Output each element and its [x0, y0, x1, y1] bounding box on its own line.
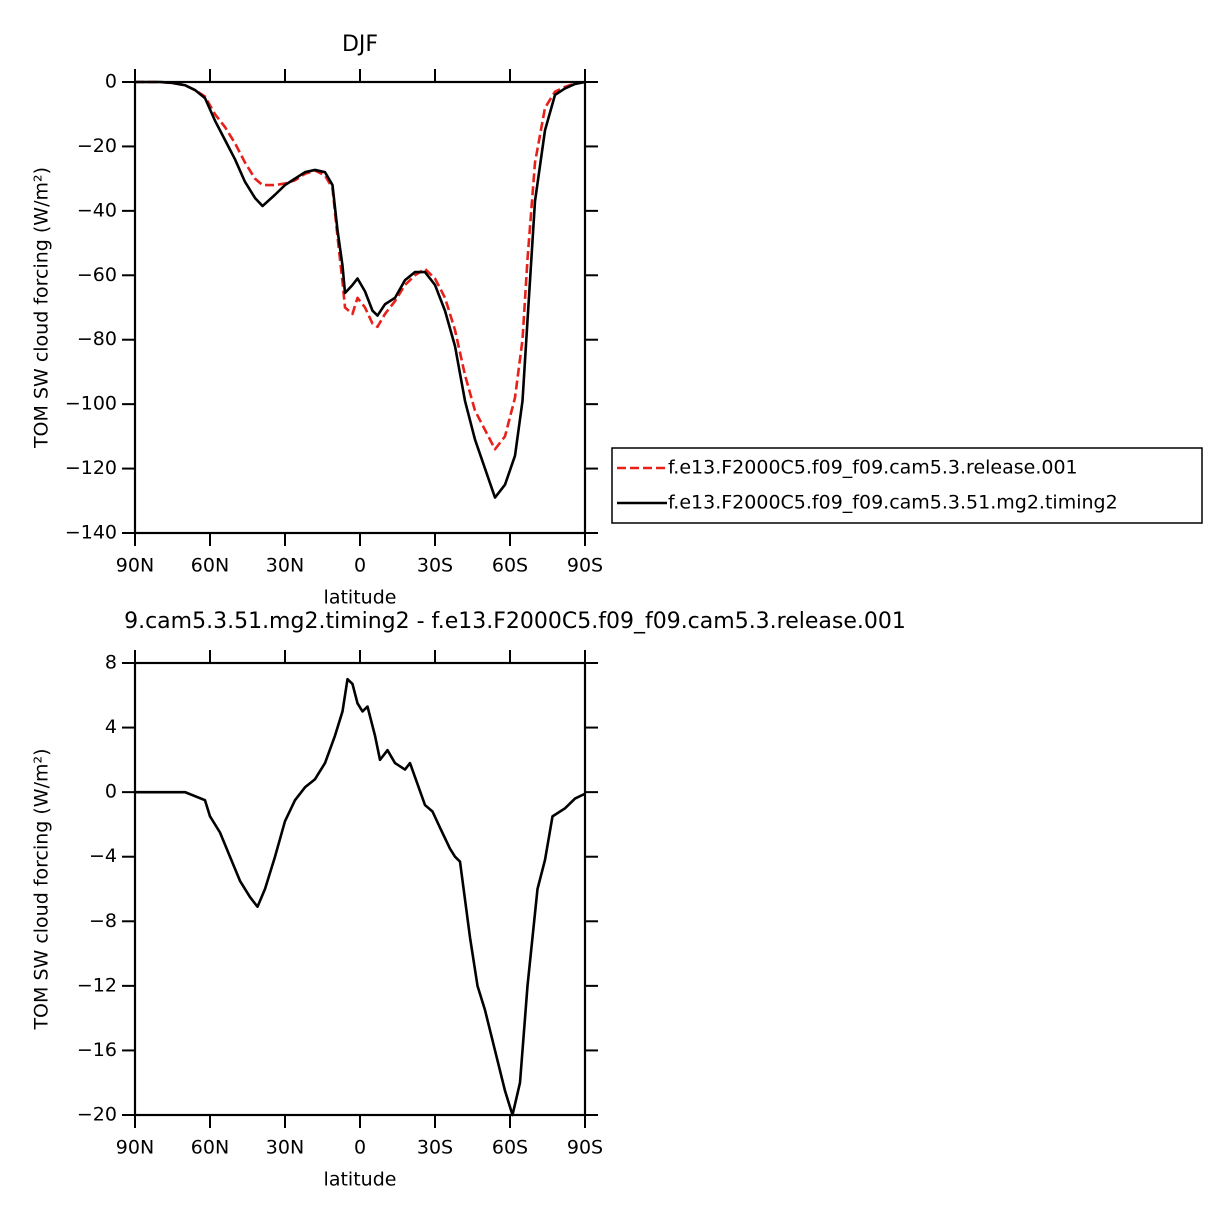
y-tick-label: −40: [77, 199, 117, 221]
y-tick-label: 4: [105, 716, 117, 738]
x-tick-label: 30N: [266, 1137, 304, 1159]
x-tick-label: 30S: [417, 555, 453, 577]
y-tick-label: −20: [77, 1104, 117, 1126]
x-tick-label: 30S: [417, 1137, 453, 1159]
legend-label: f.e13.F2000C5.f09_f09.cam5.3.51.mg2.timi…: [668, 492, 1118, 514]
data-line: [135, 677, 586, 1117]
x-tick-label: 90S: [567, 555, 603, 577]
x-tick-label: 0: [354, 555, 366, 577]
x-tick-label: 60S: [492, 1137, 528, 1159]
y-axis-label: TOM SW cloud forcing (W/m²): [31, 167, 53, 449]
chart-title: 9.cam5.3.51.mg2.timing2 - f.e13.F2000C5.…: [124, 609, 906, 634]
y-tick-label: −12: [77, 974, 117, 996]
x-tick-label: 90N: [116, 1137, 154, 1159]
plot-frame: [133, 80, 587, 535]
y-tick-label: −4: [89, 845, 117, 867]
x-tick-label: 90N: [116, 555, 154, 577]
y-tick-label: 0: [105, 781, 117, 803]
data-line: [135, 80, 586, 499]
y-axis-label: TOM SW cloud forcing (W/m²): [31, 748, 53, 1030]
data-line: [135, 80, 586, 451]
y-tick-label: −120: [65, 457, 117, 479]
y-tick-label: −20: [77, 135, 117, 157]
x-tick-label: 0: [354, 1137, 366, 1159]
legend-label: f.e13.F2000C5.f09_f09.cam5.3.release.001: [668, 457, 1078, 479]
chart-title: DJF: [342, 32, 378, 57]
plot-frame: [133, 661, 587, 1117]
y-tick-label: −140: [65, 522, 117, 544]
x-tick-label: 30N: [266, 555, 304, 577]
legend-box: [611, 447, 1203, 524]
x-tick-label: 60N: [191, 1137, 229, 1159]
x-tick-label: 60S: [492, 555, 528, 577]
y-tick-label: −100: [65, 393, 117, 415]
x-axis-label: latitude: [324, 587, 397, 609]
y-tick-label: 8: [105, 652, 117, 674]
y-tick-label: −80: [77, 328, 117, 350]
y-tick-label: −8: [89, 910, 117, 932]
x-tick-label: 90S: [567, 1137, 603, 1159]
y-tick-label: −60: [77, 264, 117, 286]
x-axis-label: latitude: [324, 1169, 397, 1191]
x-tick-label: 60N: [191, 555, 229, 577]
y-tick-label: −16: [77, 1039, 117, 1061]
y-tick-label: 0: [105, 71, 117, 93]
